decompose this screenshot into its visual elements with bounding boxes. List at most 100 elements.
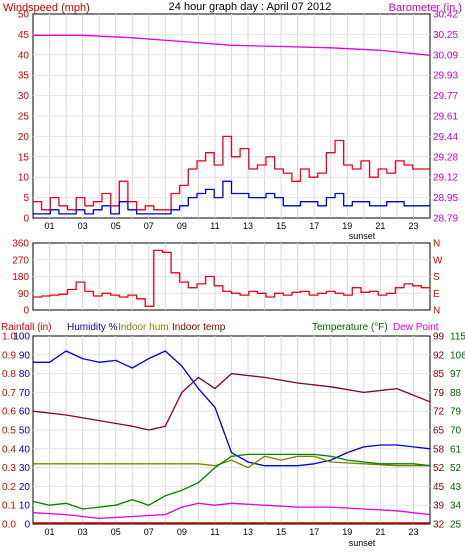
y-tick-label: 360: [12, 239, 29, 250]
y2-tick-label: 30.42: [433, 10, 458, 21]
y2-tick-label: W: [433, 255, 443, 266]
y-tick-label: 40: [18, 50, 30, 61]
series-line: [33, 180, 430, 215]
y3-tick-label: 45: [433, 482, 445, 493]
left-axis-label: Indoor temp: [172, 322, 226, 333]
y2-tick-label: N: [433, 306, 440, 317]
left-axis-label: Rainfall (in): [1, 322, 52, 333]
x-tick-label: 23: [408, 527, 418, 537]
x-tick-label: 23: [408, 221, 418, 231]
y2-tick-label: 10: [19, 501, 31, 512]
y2-tick-label: S: [433, 272, 440, 283]
y4-tick-label: 70: [450, 426, 462, 437]
x-tick-label: 15: [276, 221, 286, 231]
y-tick-label: 90: [18, 289, 30, 300]
y2-tick-label: 29.77: [433, 91, 458, 102]
y2-tick-label: 0: [24, 520, 30, 531]
y4-tick-label: 97: [450, 369, 462, 380]
x-tick-label: 07: [144, 527, 154, 537]
y2-tick-label: E: [433, 289, 440, 300]
series-line: [33, 350, 431, 467]
x-tick-label: 03: [78, 221, 88, 231]
left-axis-label: Windspeed (mph): [3, 2, 90, 14]
y-tick-label: 0.6: [2, 407, 16, 418]
y2-tick-label: 50: [19, 426, 31, 437]
x-tick-label: 15: [276, 527, 286, 537]
x-tick-label: 05: [111, 221, 121, 231]
y-tick-label: 0.4: [2, 444, 16, 455]
y-tick-label: 270: [12, 255, 29, 266]
y-tick-label: 10: [18, 173, 30, 184]
x-tick-label: 01: [45, 527, 55, 537]
y3-tick-label: 58: [433, 444, 445, 455]
x-tick-label: 17: [309, 527, 319, 537]
y-tick-label: 20: [18, 132, 30, 143]
y3-tick-label: 85: [433, 369, 445, 380]
y3-tick-label: 52: [433, 463, 445, 474]
y2-tick-label: 30: [19, 463, 31, 474]
y2-tick-label: 29.93: [433, 71, 458, 82]
series-line: [33, 34, 431, 56]
y-tick-label: 180: [12, 272, 29, 283]
y3-tick-label: 92: [433, 350, 445, 361]
series-line: [33, 249, 430, 307]
y2-tick-label: 28.95: [433, 193, 458, 204]
humidity-temperature-panel: Rainfall (in) Humidity % Indoor hum Indoor …: [1, 322, 465, 548]
y2-tick-label: 29.28: [433, 152, 458, 163]
y2-tick-label: 70: [19, 388, 31, 399]
sunset-marker: sunset: [349, 538, 376, 548]
y-tick-label: 25: [18, 112, 30, 123]
y3-tick-label: 72: [433, 407, 445, 418]
x-tick-label: 09: [177, 221, 187, 231]
y4-tick-label: 61: [450, 444, 462, 455]
y4-tick-label: 34: [450, 501, 462, 512]
y3-tick-label: 79: [433, 388, 445, 399]
x-tick-label: 11: [210, 221, 219, 231]
y-tick-label: 5: [23, 193, 29, 204]
series-line: [32, 453, 431, 510]
y2-tick-label: 40: [19, 444, 31, 455]
right-axis-label: Barometer (in.): [389, 2, 462, 14]
y2-tick-label: 29.61: [433, 112, 458, 123]
y2-tick-label: 20: [19, 482, 31, 493]
y2-tick-label: 80: [19, 369, 31, 380]
y-tick-label: 0: [23, 306, 29, 317]
x-tick-label: 19: [342, 527, 352, 537]
right-axis-label: Temperature (°F): [312, 322, 388, 333]
y4-tick-label: 88: [450, 388, 462, 399]
y4-tick-label: 106: [450, 350, 465, 361]
y-tick-label: 0.9: [2, 350, 16, 361]
x-tick-label: 21: [375, 221, 385, 231]
y4-tick-label: 43: [450, 482, 462, 493]
y4-tick-label: 52: [450, 463, 462, 474]
y3-tick-label: 32: [433, 520, 445, 531]
x-tick-label: 13: [243, 527, 253, 537]
y-tick-label: 0.8: [2, 369, 16, 380]
y2-tick-label: 30.25: [433, 30, 458, 41]
chart-title: 24 hour graph day : April 07 2012: [169, 1, 332, 13]
y2-tick-label: N: [433, 239, 440, 250]
y4-tick-label: 25: [450, 520, 462, 531]
y-tick-label: 15: [18, 152, 30, 163]
x-tick-label: 03: [78, 527, 88, 537]
y-tick-label: 0.7: [2, 388, 16, 399]
y-tick-label: 50: [18, 10, 30, 21]
series-line: [33, 455, 430, 469]
y2-tick-label: 28.79: [433, 214, 458, 225]
y2-tick-label: 90: [19, 350, 31, 361]
x-tick-label: 13: [243, 221, 253, 231]
y-tick-label: 35: [18, 71, 30, 82]
y-tick-label: 45: [18, 30, 30, 41]
y4-tick-label: 79: [450, 407, 462, 418]
y-tick-label: 0.1: [2, 501, 16, 512]
left-axis-label: Indoor hum: [118, 322, 169, 333]
y4-tick-label: 115: [450, 332, 465, 343]
y-tick-label: 0: [23, 214, 29, 225]
x-tick-label: 21: [375, 527, 385, 537]
y-tick-label: 0.5: [2, 426, 16, 437]
y-tick-label: 0.2: [2, 482, 16, 493]
y3-tick-label: 39: [433, 501, 445, 512]
y2-tick-label: 30.09: [433, 50, 458, 61]
